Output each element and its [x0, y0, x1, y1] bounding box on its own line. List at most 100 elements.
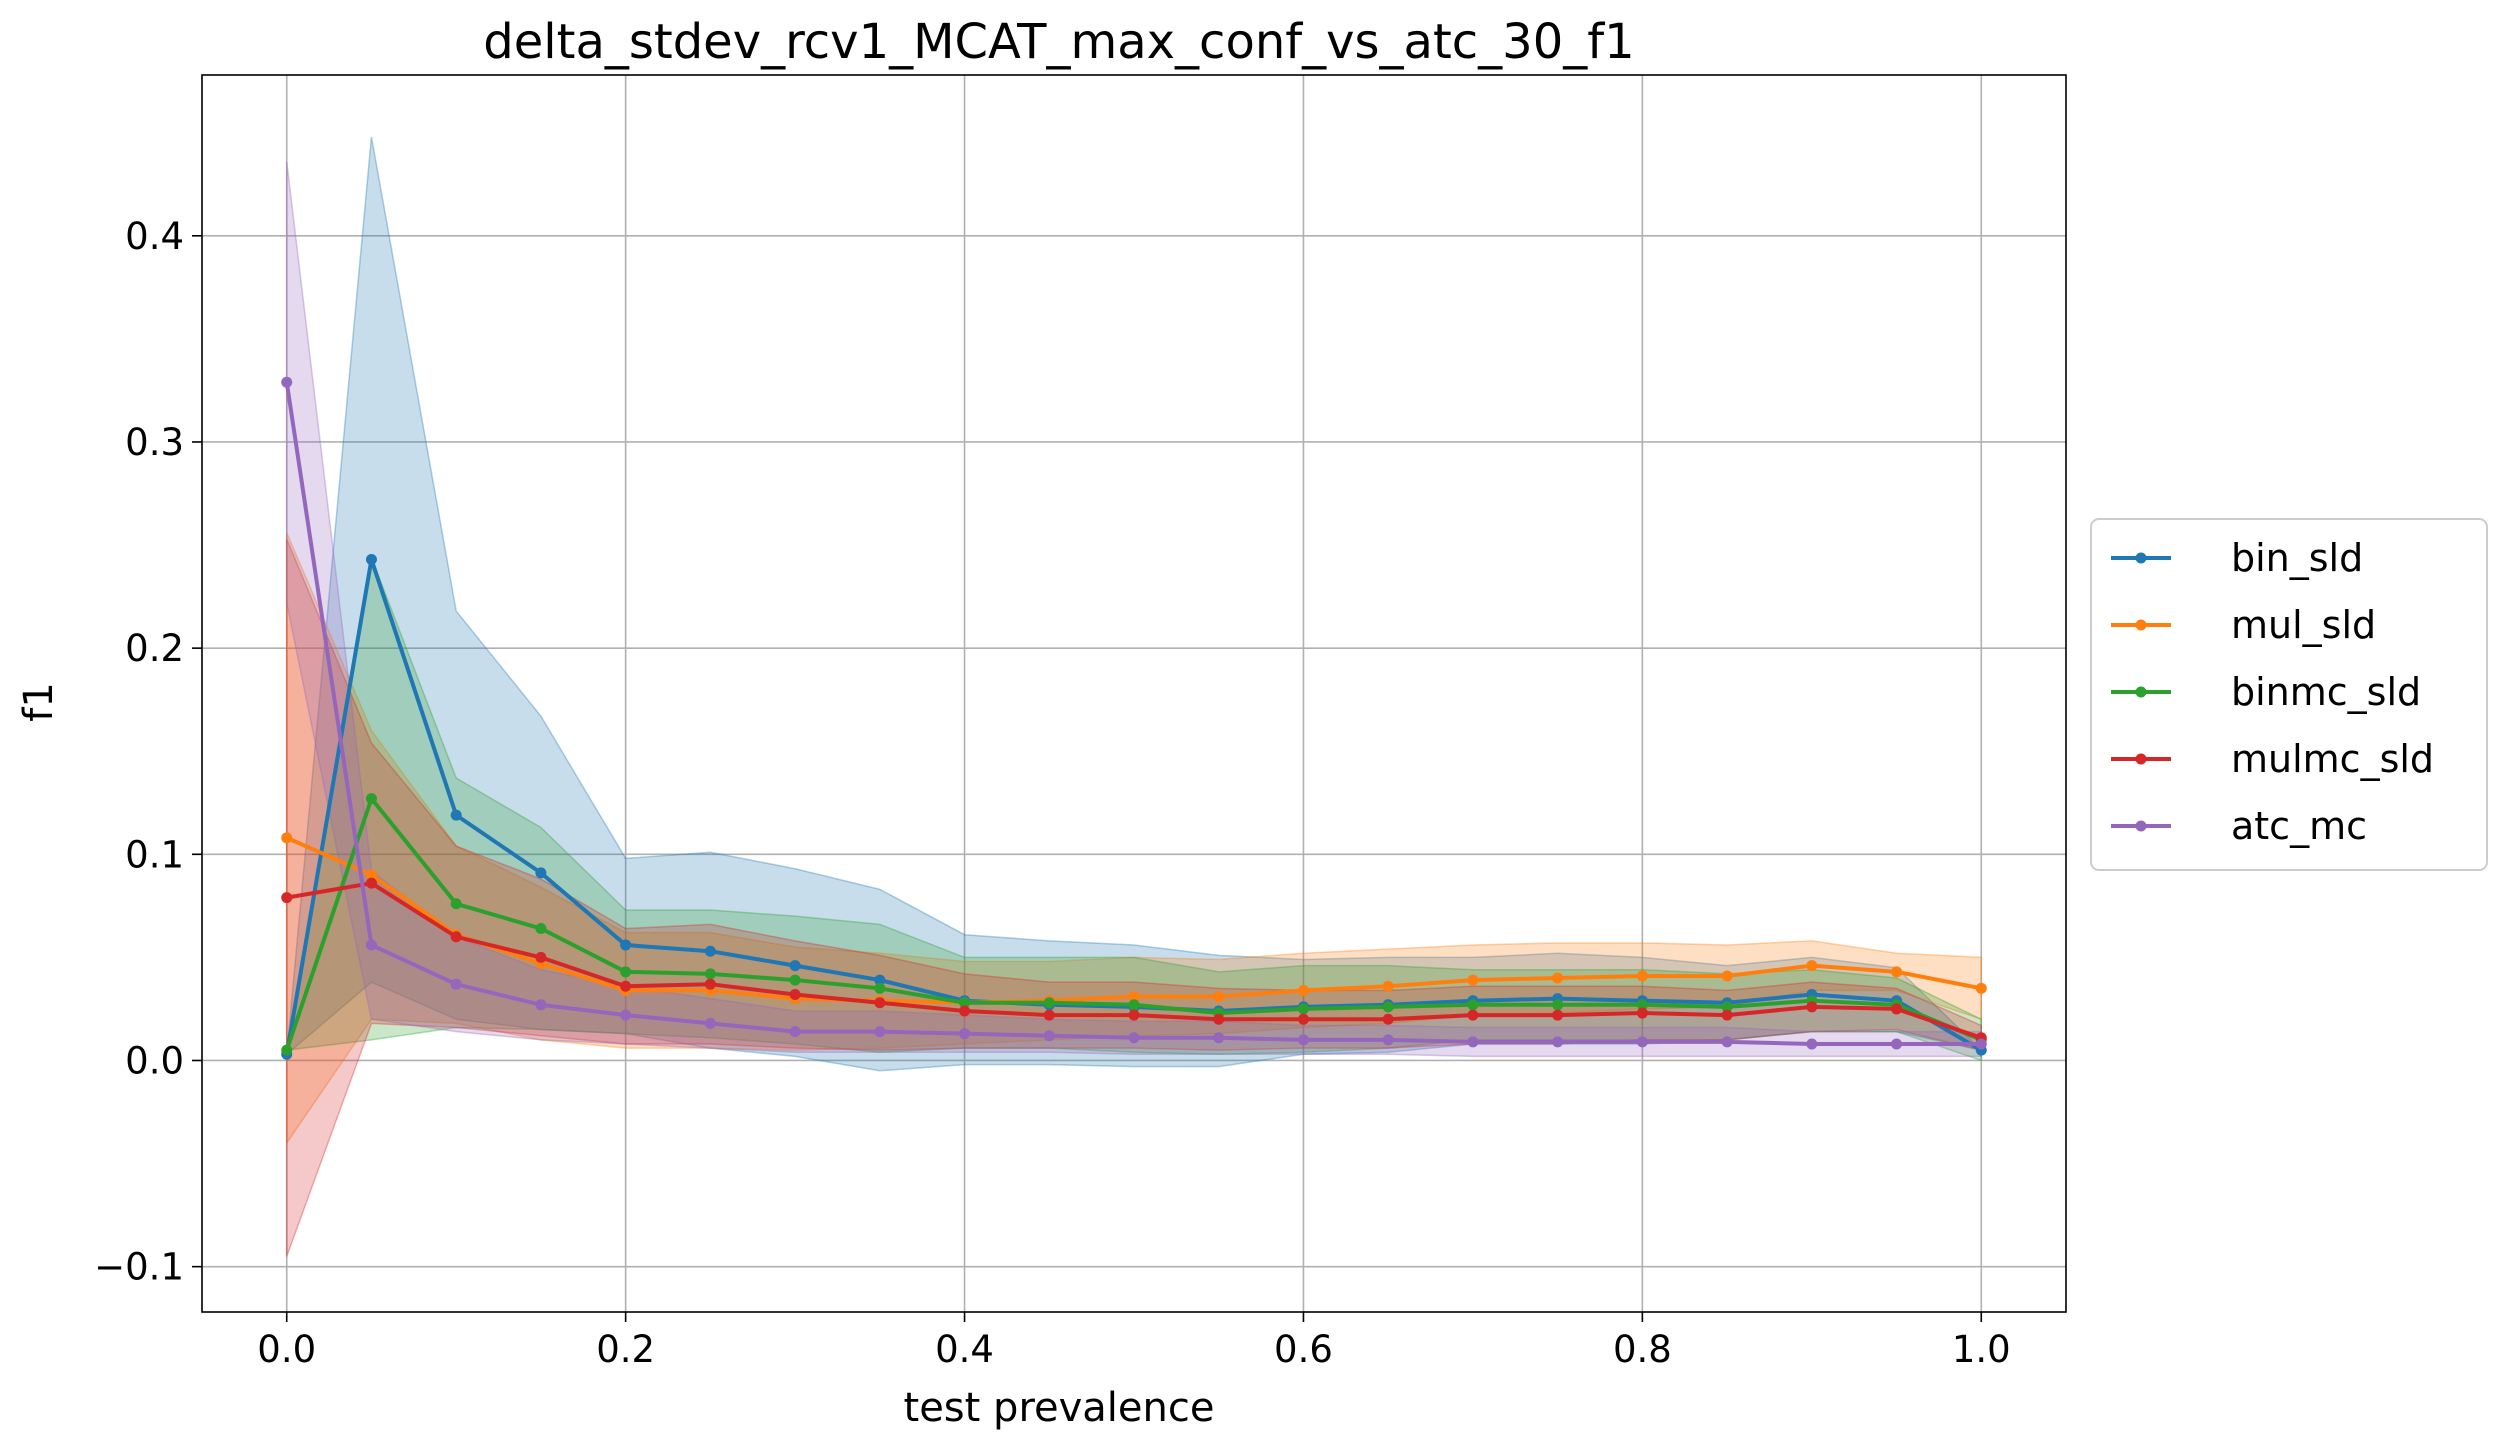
point-atc_mc: [365, 939, 377, 951]
point-binmc_sld: [365, 793, 377, 805]
point-atc_mc: [704, 1017, 716, 1029]
legend-marker-binmc_sld: [2135, 686, 2147, 698]
point-atc_mc: [450, 978, 462, 990]
legend-box: [2090, 518, 2488, 871]
point-mulmc_sld: [1213, 1013, 1225, 1025]
point-mulmc_sld: [450, 931, 462, 943]
point-binmc_sld: [1382, 1001, 1394, 1013]
point-mul_sld: [1721, 970, 1733, 982]
x-tick-label: 0.0: [257, 1328, 316, 1371]
point-binmc_sld: [1297, 1003, 1309, 1015]
point-mulmc_sld: [1128, 1009, 1140, 1021]
point-binmc_sld: [535, 923, 547, 935]
chart-title: delta_stdev_rcv1_MCAT_max_conf_vs_atc_30…: [483, 14, 1634, 70]
legend-label-mulmc_sld: mulmc_sld: [2231, 737, 2434, 781]
point-mulmc_sld: [704, 978, 716, 990]
point-mulmc_sld: [620, 980, 632, 992]
point-mulmc_sld: [1806, 1001, 1818, 1013]
point-bin_sld: [450, 809, 462, 821]
plot-frame: [201, 74, 2067, 1313]
band-atc_mc: [285, 161, 1983, 1058]
point-atc_mc: [789, 1026, 801, 1038]
y-tick-label: −0.1: [94, 1246, 184, 1289]
point-atc_mc: [620, 1009, 632, 1021]
point-atc_mc: [1128, 1032, 1140, 1044]
point-atc_mc: [1636, 1036, 1648, 1048]
point-binmc_sld: [281, 1044, 293, 1056]
point-mulmc_sld: [1467, 1009, 1479, 1021]
point-mulmc_sld: [535, 951, 547, 963]
x-tick-label: 0.6: [1274, 1328, 1333, 1371]
point-mulmc_sld: [1891, 1003, 1903, 1015]
point-mulmc_sld: [1636, 1007, 1648, 1019]
point-binmc_sld: [1721, 1001, 1733, 1013]
point-binmc_sld: [1467, 999, 1479, 1011]
point-bin_sld: [365, 553, 377, 565]
point-atc_mc: [1467, 1036, 1479, 1048]
point-binmc_sld: [874, 982, 886, 994]
y-tick-label: 0.1: [125, 833, 184, 876]
point-mul_sld: [1552, 972, 1564, 984]
legend-label-atc_mc: atc_mc: [2231, 804, 2367, 848]
x-tick-label: 0.2: [596, 1328, 655, 1371]
point-atc_mc: [1721, 1036, 1733, 1048]
y-axis-title: f1: [16, 682, 62, 722]
point-binmc_sld: [1128, 999, 1140, 1011]
point-atc_mc: [1043, 1030, 1055, 1042]
point-mulmc_sld: [959, 1005, 971, 1017]
y-tick-label: 0.4: [125, 215, 184, 258]
point-bin_sld: [789, 960, 801, 972]
point-bin_sld: [620, 939, 632, 951]
x-tick-label: 0.4: [935, 1328, 994, 1371]
point-mul_sld: [1636, 970, 1648, 982]
point-bin_sld: [704, 945, 716, 957]
point-mulmc_sld: [1382, 1013, 1394, 1025]
point-mul_sld: [1297, 984, 1309, 996]
legend-label-binmc_sld: binmc_sld: [2231, 670, 2421, 714]
point-mul_sld: [1213, 991, 1225, 1003]
point-atc_mc: [1975, 1038, 1987, 1050]
point-mul_sld: [281, 832, 293, 844]
legend-marker-mul_sld: [2135, 619, 2147, 631]
point-mulmc_sld: [365, 877, 377, 889]
point-atc_mc: [959, 1028, 971, 1040]
point-binmc_sld: [1043, 997, 1055, 1009]
y-axis: −0.1 0.0 0.1 0.2 0.3 0.4: [94, 215, 202, 1289]
point-mul_sld: [365, 869, 377, 881]
point-bin_sld: [874, 974, 886, 986]
point-mulmc_sld: [789, 989, 801, 1001]
point-atc_mc: [1297, 1034, 1309, 1046]
point-mul_sld: [1467, 974, 1479, 986]
point-atc_mc: [281, 376, 293, 388]
legend-label-bin_sld: bin_sld: [2231, 536, 2363, 580]
point-atc_mc: [1891, 1038, 1903, 1050]
point-binmc_sld: [1636, 999, 1648, 1011]
point-atc_mc: [1213, 1032, 1225, 1044]
legend-marker-atc_mc: [2135, 820, 2147, 832]
point-mul_sld: [1975, 982, 1987, 994]
x-tick-label: 0.8: [1613, 1328, 1672, 1371]
x-tick-label: 1.0: [1952, 1328, 2011, 1371]
y-tick-label: 0.0: [125, 1039, 184, 1082]
point-mulmc_sld: [1043, 1009, 1055, 1021]
point-atc_mc: [535, 999, 547, 1011]
x-axis-title: test prevalence: [904, 1385, 1215, 1431]
point-mulmc_sld: [1552, 1009, 1564, 1021]
point-mulmc_sld: [1721, 1009, 1733, 1021]
legend: bin_sld mul_sld binmc_sld mulmc_sld atc_mc: [2090, 518, 2488, 871]
point-binmc_sld: [789, 974, 801, 986]
point-binmc_sld: [959, 997, 971, 1009]
point-atc_mc: [1552, 1036, 1564, 1048]
legend-marker-mulmc_sld: [2135, 753, 2147, 765]
point-binmc_sld: [1552, 999, 1564, 1011]
y-tick-label: 0.2: [125, 627, 184, 670]
y-tick-label: 0.3: [125, 421, 184, 464]
point-mul_sld: [1382, 980, 1394, 992]
x-axis: 0.0 0.2 0.4 0.6 0.8 1.0: [257, 1312, 2011, 1371]
point-mul_sld: [1128, 991, 1140, 1003]
point-mulmc_sld: [1297, 1013, 1309, 1025]
point-binmc_sld: [620, 966, 632, 978]
point-binmc_sld: [704, 968, 716, 980]
